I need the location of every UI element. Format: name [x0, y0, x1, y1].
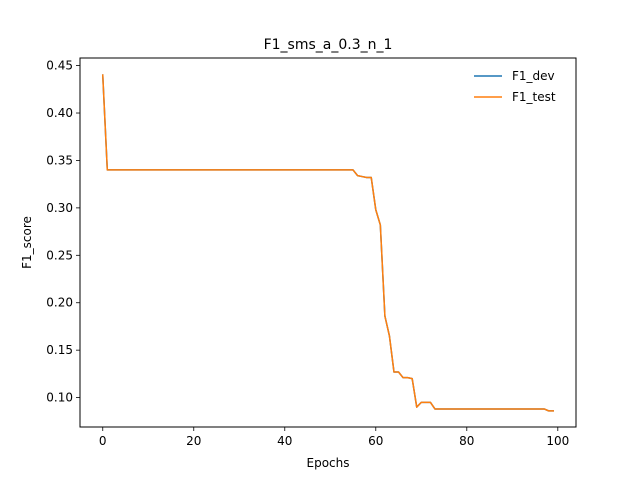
- y-tick-label: 0.35: [46, 153, 73, 167]
- x-tick-label: 40: [277, 434, 292, 448]
- x-tick-label: 60: [368, 434, 383, 448]
- chart-title: F1_sms_a_0.3_n_1: [264, 37, 393, 53]
- series-layer: [101, 74, 554, 412]
- legend: F1_dev F1_test: [474, 69, 556, 104]
- y-tick-label: 0.40: [46, 106, 73, 120]
- y-tick-label: 0.30: [46, 201, 73, 215]
- y-axis: 0.10 0.15 0.20 0.25 0.30 0.35 0.40 0.45: [46, 59, 80, 405]
- x-tick-label: 80: [459, 434, 474, 448]
- plot-frame: [79, 57, 577, 428]
- y-tick-label: 0.20: [46, 296, 73, 310]
- y-axis-label: F1_score: [20, 216, 34, 269]
- y-tick-label: 0.25: [46, 248, 73, 262]
- x-tick-label: 100: [546, 434, 569, 448]
- x-axis-label: Epochs: [307, 456, 350, 470]
- x-tick-label: 0: [99, 434, 107, 448]
- y-tick-label: 0.15: [46, 343, 73, 357]
- legend-label-f1-dev: F1_dev: [512, 69, 555, 83]
- series-line-f1-test: [101, 74, 554, 412]
- x-tick-label: 20: [186, 434, 201, 448]
- legend-label-f1-test: F1_test: [512, 90, 556, 104]
- y-tick-label: 0.10: [46, 391, 73, 405]
- y-tick-label: 0.45: [46, 59, 73, 73]
- x-axis: 0 20 40 60 80 100: [99, 427, 569, 448]
